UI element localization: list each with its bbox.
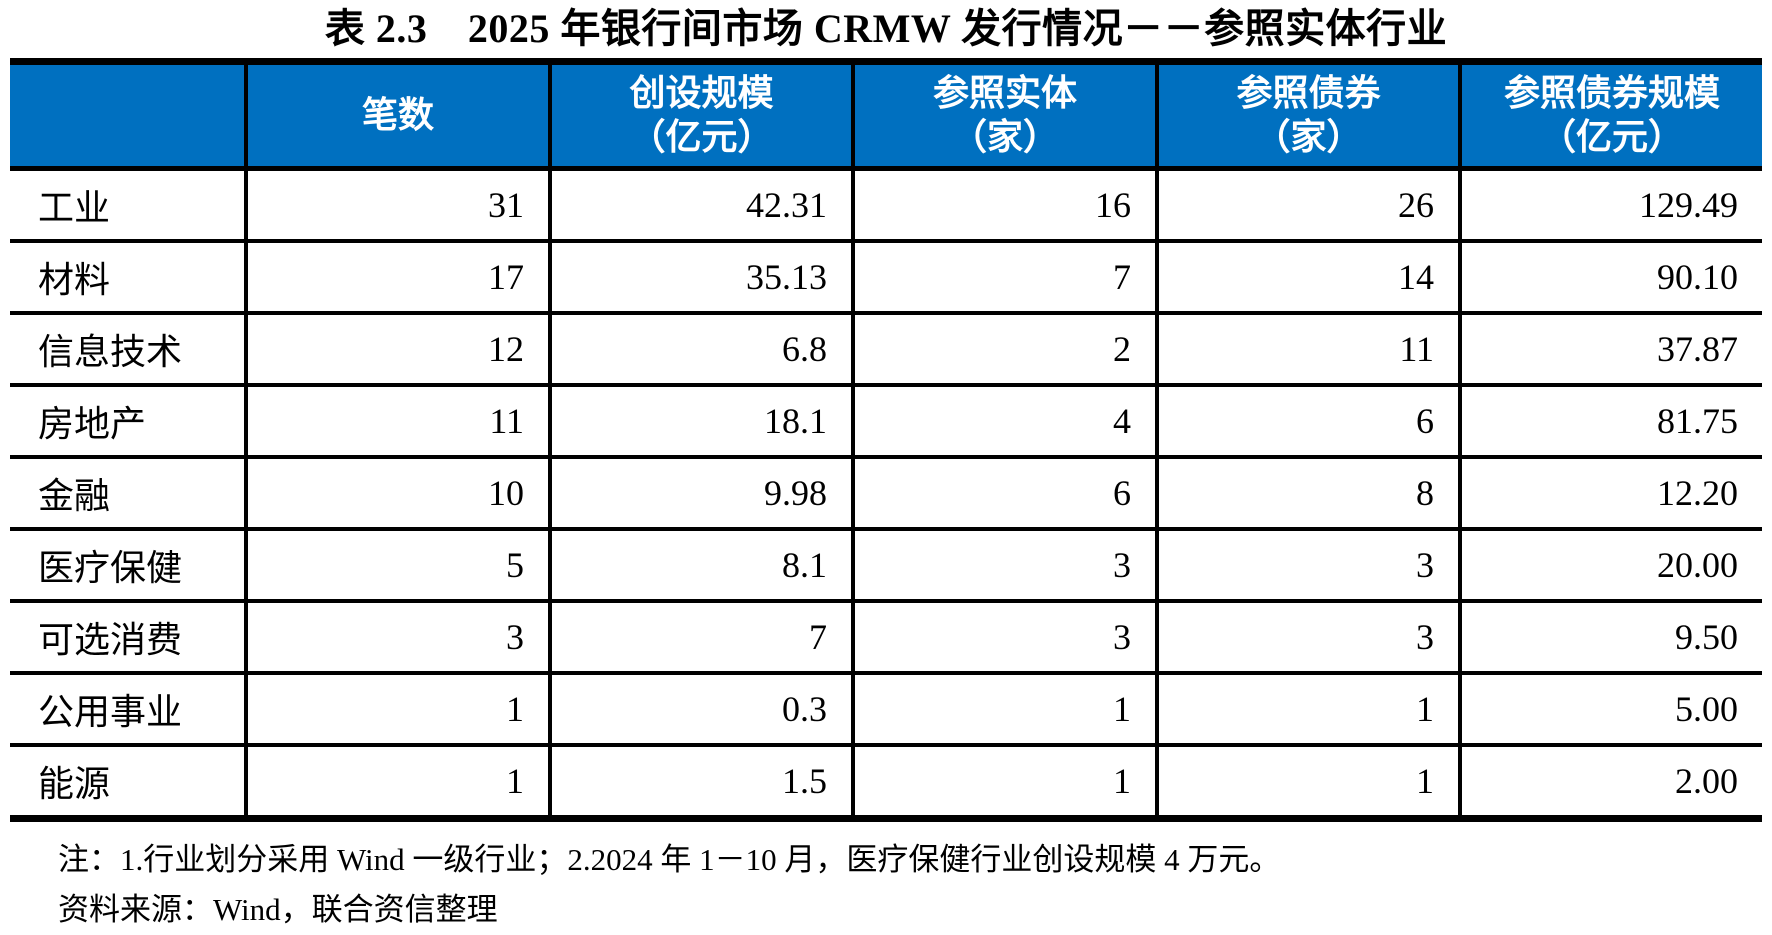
row-value: 31: [244, 168, 550, 243]
row-label: 房地产: [10, 385, 246, 459]
row-value: 18.1: [548, 385, 853, 459]
row-value: 1: [851, 745, 1157, 819]
row-value: 3: [244, 601, 550, 675]
row-value: 17: [244, 241, 550, 315]
row-label: 可选消费: [10, 601, 246, 675]
row-value: 1: [244, 673, 550, 747]
row-label: 公用事业: [10, 673, 246, 747]
table-title: 表 2.3 2025 年银行间市场 CRMW 发行情况－－参照实体行业: [324, 6, 1448, 51]
table-row: 材料 17 35.13 7 14 90.10: [10, 241, 1762, 315]
row-value: 9.50: [1458, 601, 1762, 675]
row-value: 7: [548, 601, 853, 675]
row-value: 26: [1155, 168, 1460, 243]
row-value: 12.20: [1458, 457, 1762, 531]
row-value: 35.13: [548, 241, 853, 315]
row-value: 3: [1155, 529, 1460, 603]
row-value: 81.75: [1458, 385, 1762, 459]
row-value: 3: [1155, 601, 1460, 675]
table-row: 工业 31 42.31 16 26 129.49: [10, 168, 1762, 243]
row-label: 材料: [10, 241, 246, 315]
row-value: 6: [851, 457, 1157, 531]
data-source: 资料来源：Wind，联合资信整理: [58, 892, 498, 927]
row-value: 42.31: [548, 168, 853, 243]
row-value: 12: [244, 313, 550, 387]
row-value: 8.1: [548, 529, 853, 603]
row-value: 14: [1155, 241, 1460, 315]
column-header-blank: [10, 61, 246, 171]
table-note: 注：1.行业划分采用 Wind 一级行业；2.2024 年 1－10 月，医疗保…: [58, 842, 1281, 877]
row-value: 5: [244, 529, 550, 603]
table-row: 能源 1 1.5 1 1 2.00: [10, 745, 1762, 819]
row-value: 4: [851, 385, 1157, 459]
row-value: 6.8: [548, 313, 853, 387]
row-value: 3: [851, 601, 1157, 675]
column-header-5: 参照债券规模 （亿元）: [1458, 61, 1762, 171]
row-label: 金融: [10, 457, 246, 531]
row-value: 3: [851, 529, 1157, 603]
row-label: 工业: [10, 168, 246, 243]
column-header-4: 参照债券 （家）: [1155, 61, 1460, 171]
table-footnotes: 注：1.行业划分采用 Wind 一级行业；2.2024 年 1－10 月，医疗保…: [58, 835, 1772, 935]
row-label: 信息技术: [10, 313, 246, 387]
row-value: 37.87: [1458, 313, 1762, 387]
row-value: 5.00: [1458, 673, 1762, 747]
table-body: 工业 31 42.31 16 26 129.49 材料 17 35.13 7 14 90.10 信息技术…: [10, 168, 1762, 819]
column-header-2: 创设规模 （亿元）: [548, 61, 853, 171]
column-header-3: 参照实体 （家）: [851, 61, 1157, 171]
row-value: 8: [1155, 457, 1460, 531]
table-row: 信息技术 12 6.8 2 11 37.87: [10, 313, 1762, 387]
row-value: 1: [851, 673, 1157, 747]
row-value: 11: [244, 385, 550, 459]
row-value: 9.98: [548, 457, 853, 531]
row-value: 20.00: [1458, 529, 1762, 603]
row-value: 0.3: [548, 673, 853, 747]
header-row: 笔数 创设规模 （亿元） 参照实体 （家） 参照债券 （家） 参照债券规模 （亿元）: [10, 61, 1762, 171]
row-value: 7: [851, 241, 1157, 315]
row-value: 1: [244, 745, 550, 819]
row-value: 16: [851, 168, 1157, 243]
row-label: 能源: [10, 745, 246, 819]
row-value: 90.10: [1458, 241, 1762, 315]
row-value: 129.49: [1458, 168, 1762, 243]
row-label: 医疗保健: [10, 529, 246, 603]
row-value: 11: [1155, 313, 1460, 387]
row-value: 10: [244, 457, 550, 531]
table-row: 房地产 11 18.1 4 6 81.75: [10, 385, 1762, 459]
table-row: 公用事业 1 0.3 1 1 5.00: [10, 673, 1762, 747]
row-value: 6: [1155, 385, 1460, 459]
row-value: 1: [1155, 673, 1460, 747]
column-header-1: 笔数: [244, 61, 550, 171]
crmw-issuance-table: 笔数 创设规模 （亿元） 参照实体 （家） 参照债券 （家） 参照债券规模 （亿元） 工业 31 4…: [10, 58, 1762, 822]
row-value: 2: [851, 313, 1157, 387]
table-row: 金融 10 9.98 6 8 12.20: [10, 457, 1762, 531]
row-value: 1: [1155, 745, 1460, 819]
table-row: 医疗保健 5 8.1 3 3 20.00: [10, 529, 1762, 603]
row-value: 1.5: [548, 745, 853, 819]
row-value: 2.00: [1458, 745, 1762, 819]
table-row: 可选消费 3 7 3 3 9.50: [10, 601, 1762, 675]
